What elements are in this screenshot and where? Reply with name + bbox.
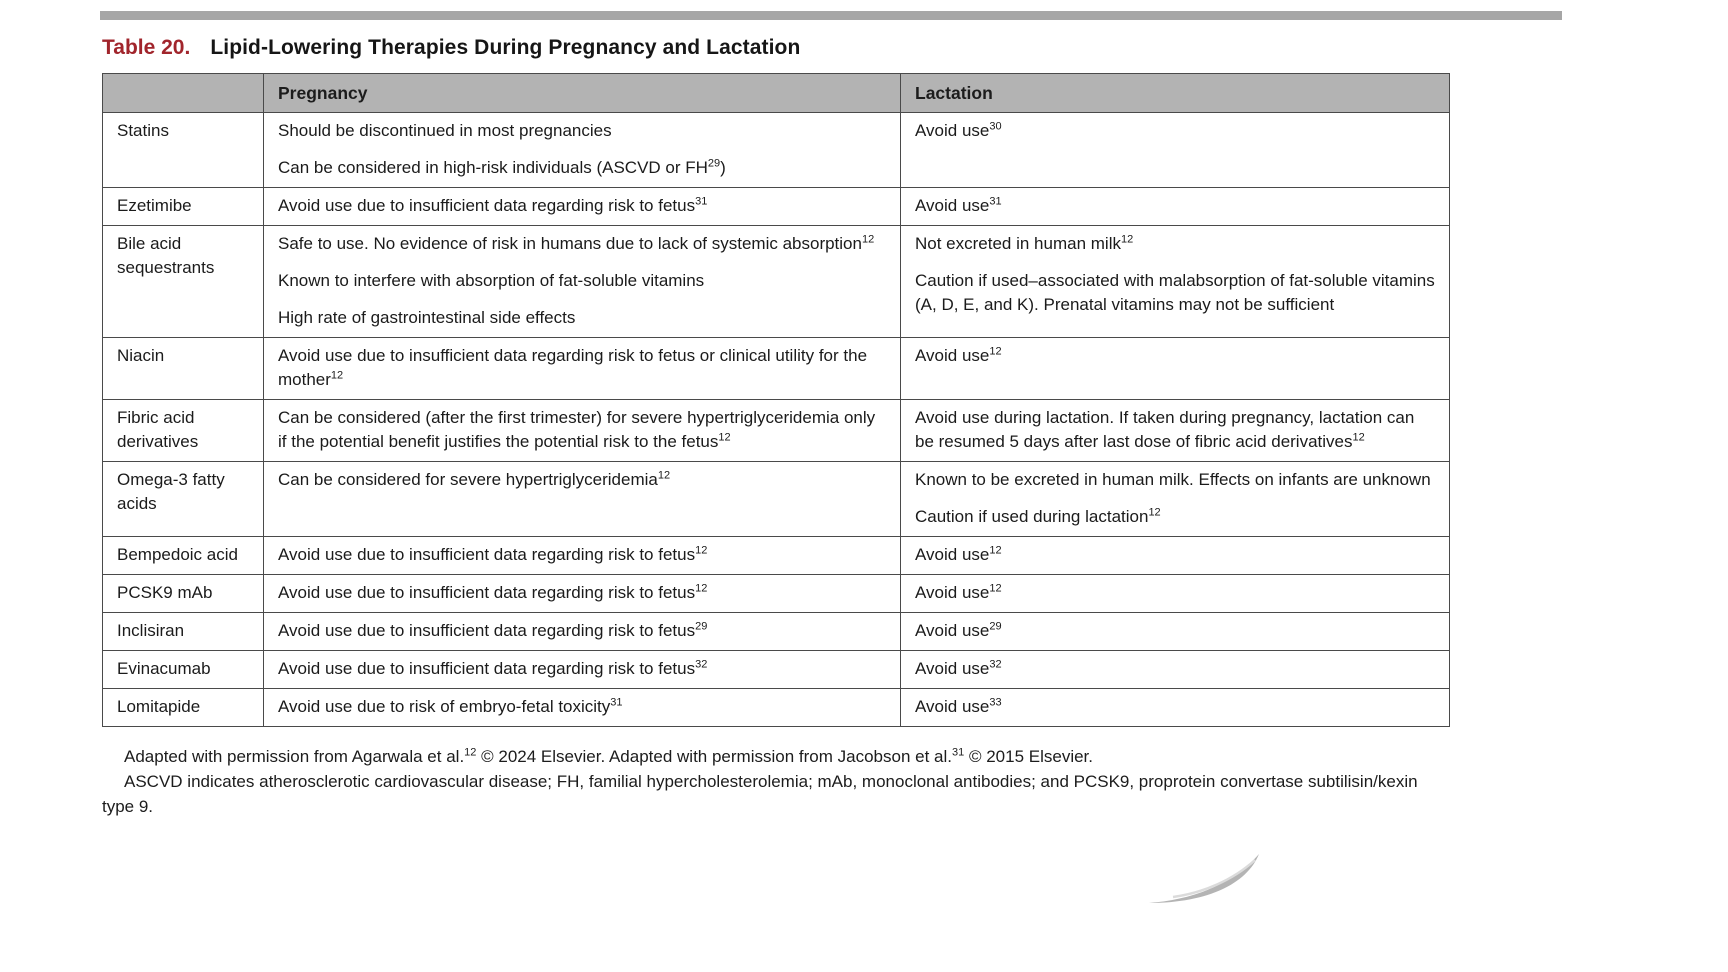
column-header-lactation: Lactation: [900, 73, 1450, 113]
table-row: Bile acid sequestrants Safe to use. No ev…: [102, 225, 1450, 338]
therapy-name-cell: Evinacumab: [102, 650, 264, 689]
column-header-pregnancy: Pregnancy: [263, 73, 901, 113]
top-divider-rule: [100, 11, 1562, 20]
therapy-name-cell: Bile acid sequestrants: [102, 225, 264, 338]
table-row: Statins Should be discontinued in most pr…: [102, 112, 1450, 188]
pregnancy-cell: Can be considered for severe hypertrigly…: [263, 461, 901, 537]
pregnancy-cell: Avoid use due to risk of embryo-fetal to…: [263, 688, 901, 727]
table-body: Statins Should be discontinued in most pr…: [102, 112, 1450, 727]
pregnancy-cell: Avoid use due to insufficient data regar…: [263, 574, 901, 613]
table-row: Ezetimibe Avoid use due to insufficient d…: [102, 187, 1450, 226]
therapy-name-cell: PCSK9 mAb: [102, 574, 264, 613]
lactation-cell: Avoid use12: [900, 337, 1450, 400]
therapy-table: Pregnancy Lactation Statins Should be dis…: [102, 73, 1450, 727]
pregnancy-cell: Can be considered (after the first trime…: [263, 399, 901, 462]
table-row: Evinacumab Avoid use due to insufficient …: [102, 650, 1450, 689]
pregnancy-cell: Should be discontinued in most pregnanci…: [263, 112, 901, 188]
table-title: Lipid-Lowering Therapies During Pregnanc…: [210, 36, 801, 59]
pregnancy-cell: Avoid use due to insufficient data regar…: [263, 536, 901, 575]
table-row: PCSK9 mAb Avoid use due to insufficient d…: [102, 574, 1450, 613]
lactation-cell: Avoid use29: [900, 612, 1450, 651]
lactation-cell: Avoid use during lactation. If taken dur…: [900, 399, 1450, 462]
table-row: Omega-3 fatty acids Can be considered for…: [102, 461, 1450, 537]
footnote-line: ASCVD indicates atherosclerotic cardiova…: [102, 772, 1418, 816]
therapy-name-cell: Statins: [102, 112, 264, 188]
table-row: Lomitapide Avoid use due to risk of embry…: [102, 688, 1450, 727]
pregnancy-cell: Avoid use due to insufficient data regar…: [263, 337, 901, 400]
lactation-cell: Avoid use32: [900, 650, 1450, 689]
lactation-cell: Not excreted in human milk12 Caution if u…: [900, 225, 1450, 338]
table-section: Table 20. Lipid-Lowering Therapies Durin…: [102, 36, 1464, 819]
therapy-name-cell: Ezetimibe: [102, 187, 264, 226]
therapy-name-cell: Bempedoic acid: [102, 536, 264, 575]
therapy-name-cell: Lomitapide: [102, 688, 264, 727]
table-caption: Table 20. Lipid-Lowering Therapies Durin…: [102, 36, 1464, 60]
table-row: Fibric acid derivatives Can be considered…: [102, 399, 1450, 462]
table-row: Niacin Avoid use due to insufficient data…: [102, 337, 1450, 400]
table-row: Bempedoic acid Avoid use due to insuffici…: [102, 536, 1450, 575]
lactation-cell: Avoid use12: [900, 574, 1450, 613]
pregnancy-cell: Avoid use due to insufficient data regar…: [263, 612, 901, 651]
lactation-cell: Avoid use30: [900, 112, 1450, 188]
therapy-name-cell: Inclisiran: [102, 612, 264, 651]
footnotes: Adapted with permission from Agarwala et…: [102, 744, 1454, 819]
pregnancy-cell: Avoid use due to insufficient data regar…: [263, 187, 901, 226]
therapy-name-cell: Omega-3 fatty acids: [102, 461, 264, 537]
table-header-row: Pregnancy Lactation: [102, 73, 1450, 113]
feather-watermark-icon: [1149, 854, 1259, 903]
pregnancy-cell: Avoid use due to insufficient data regar…: [263, 650, 901, 689]
lactation-cell: Known to be excreted in human milk. Effe…: [900, 461, 1450, 537]
table-row: Inclisiran Avoid use due to insufficient …: [102, 612, 1450, 651]
lactation-cell: Avoid use12: [900, 536, 1450, 575]
footnote-line: Adapted with permission from Agarwala et…: [124, 746, 1093, 766]
lactation-cell: Avoid use31: [900, 187, 1450, 226]
column-header-therapy: [102, 73, 264, 113]
pregnancy-cell: Safe to use. No evidence of risk in huma…: [263, 225, 901, 338]
therapy-name-cell: Niacin: [102, 337, 264, 400]
therapy-name-cell: Fibric acid derivatives: [102, 399, 264, 462]
table-number-label: Table 20.: [102, 36, 191, 59]
lactation-cell: Avoid use33: [900, 688, 1450, 727]
